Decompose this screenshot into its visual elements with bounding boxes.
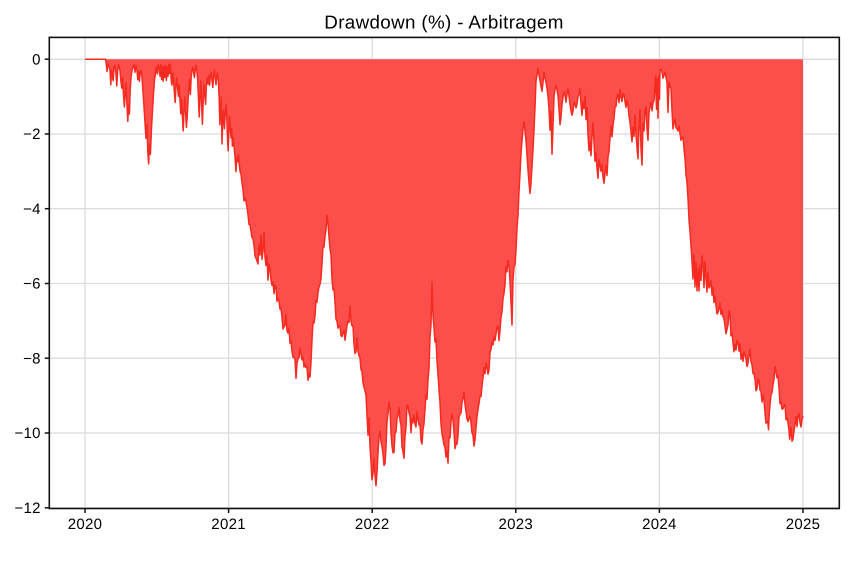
svg-text:2020: 2020 [68,516,103,533]
svg-text:−10: −10 [14,425,40,442]
svg-text:Drawdown (%) - Arbitragem: Drawdown (%) - Arbitragem [324,12,563,33]
svg-text:2024: 2024 [642,516,677,533]
svg-text:2021: 2021 [211,516,246,533]
svg-text:2022: 2022 [355,516,390,533]
svg-text:0: 0 [32,51,41,68]
svg-text:−6: −6 [23,276,41,293]
svg-text:−4: −4 [23,201,41,218]
svg-text:−2: −2 [23,126,41,143]
svg-text:−8: −8 [23,350,41,367]
svg-text:−12: −12 [14,500,40,517]
svg-text:2023: 2023 [499,516,534,533]
svg-text:2025: 2025 [786,516,821,533]
